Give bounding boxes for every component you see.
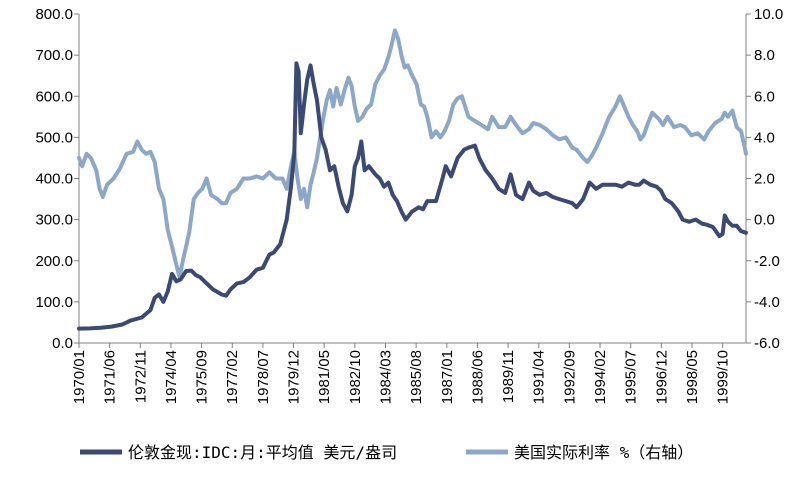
x-tick-label: 1984/03 — [377, 350, 394, 404]
x-tick-label: 1972/11 — [132, 350, 149, 403]
x-tick-label: 1999/10 — [715, 350, 732, 404]
x-tick-label: 1991/04 — [531, 350, 548, 404]
x-tick-label: 1987/01 — [439, 350, 456, 404]
y-right-tick-label: 0.0 — [754, 212, 775, 229]
y-right-tick-label: -6.0 — [754, 335, 780, 352]
x-tick-label: 1974/04 — [163, 350, 180, 404]
y-right-tick-label: 8.0 — [754, 47, 775, 64]
series-layer — [77, 28, 748, 331]
x-tick-label: 1981/05 — [316, 350, 333, 404]
series-line-real-rate — [77, 28, 748, 280]
x-tick-label: 1978/07 — [255, 350, 272, 404]
x-tick-label: 1995/07 — [623, 350, 640, 404]
y-right-tick-label: -2.0 — [754, 253, 780, 270]
y-right-tick-label: 6.0 — [754, 88, 775, 105]
y-left-tick-label: 800.0 — [35, 6, 73, 23]
y-left-tick-label: 100.0 — [35, 294, 73, 311]
y-left-tick-label: 600.0 — [35, 88, 73, 105]
y-left-tick-label: 0.0 — [52, 335, 73, 352]
x-tick-label: 1985/08 — [408, 350, 425, 404]
x-tick-label: 1989/11 — [500, 350, 517, 403]
legend-label-gold: 伦敦金现:IDC:月:平均值 美元/盎司 — [128, 443, 397, 462]
y-left-tick-label: 200.0 — [35, 253, 73, 270]
x-tick-label: 1992/09 — [561, 350, 578, 404]
x-tick-label: 1994/02 — [592, 350, 609, 404]
y-left-tick-label: 700.0 — [35, 47, 73, 64]
x-tick-label: 1975/09 — [194, 350, 211, 404]
legend-label-real-rate: 美国实际利率 %（右轴） — [514, 443, 693, 462]
x-tick-label: 1988/06 — [469, 350, 486, 404]
x-tick-label: 1979/12 — [286, 350, 303, 404]
x-tick-label: 1970/01 — [71, 350, 88, 404]
y-right-tick-label: 10.0 — [754, 6, 783, 23]
series-line-gold-price — [77, 61, 748, 331]
x-tick-label: 1982/10 — [347, 350, 364, 404]
y-right-tick-label: 4.0 — [754, 129, 775, 146]
axes: 800.0 700.0 600.0 500.0 400.0 300.0 200.0 100.0… — [35, 6, 783, 404]
x-tick-label: 1998/05 — [684, 350, 701, 404]
x-tick-label: 1977/02 — [224, 350, 241, 404]
y-left-tick-label: 500.0 — [35, 129, 73, 146]
y-right-tick-label: 2.0 — [754, 171, 775, 188]
legend: 伦敦金现:IDC:月:平均值 美元/盎司 美国实际利率 %（右轴） — [80, 443, 693, 462]
y-left-tick-label: 300.0 — [35, 212, 73, 229]
y-right-tick-label: -4.0 — [754, 294, 780, 311]
x-tick-label: 1971/06 — [102, 350, 119, 404]
x-tick-label: 1996/12 — [653, 350, 670, 404]
y-left-tick-label: 400.0 — [35, 171, 73, 188]
